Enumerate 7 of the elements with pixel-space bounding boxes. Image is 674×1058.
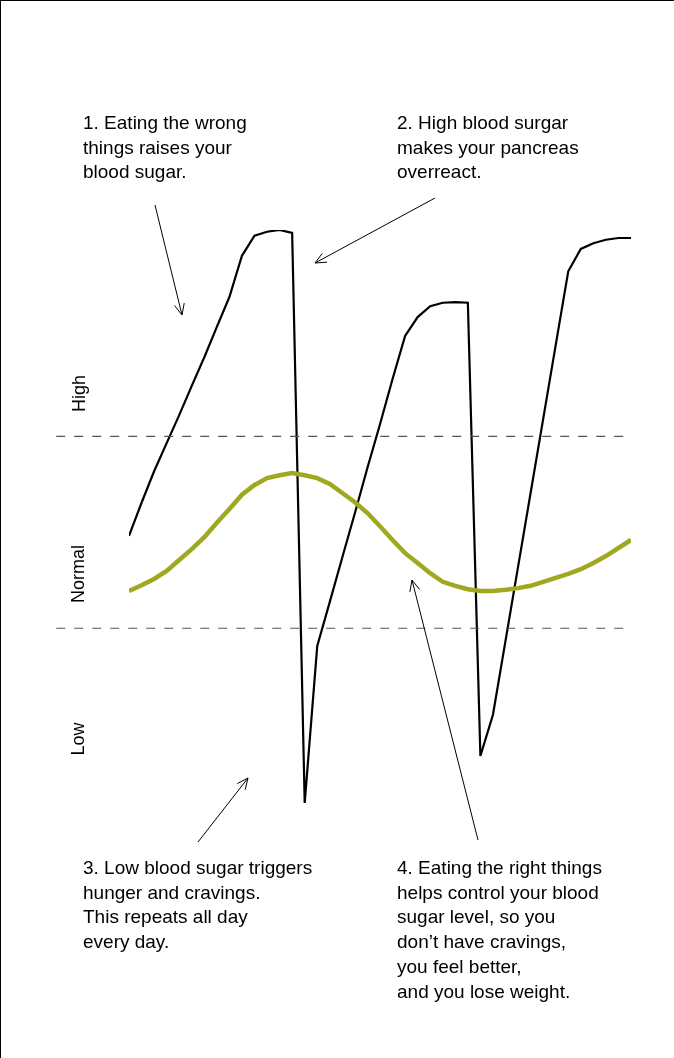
text: Normal — [68, 545, 89, 604]
text: Low — [68, 721, 89, 756]
text: 4. Eating the right things helps control your blood sugar level, so you don’t have cravings, you feel better, and you lose weight. — [397, 857, 602, 1002]
text: 3. Low blood sugar triggers hunger and cravings. This repeats all day every day. — [83, 857, 313, 953]
text: High — [68, 374, 89, 412]
text: 2. High blood surgar makes your pancreas overreact. — [397, 112, 579, 183]
text: 1. Eating the wrong things raises your blood sugar. — [83, 112, 247, 183]
